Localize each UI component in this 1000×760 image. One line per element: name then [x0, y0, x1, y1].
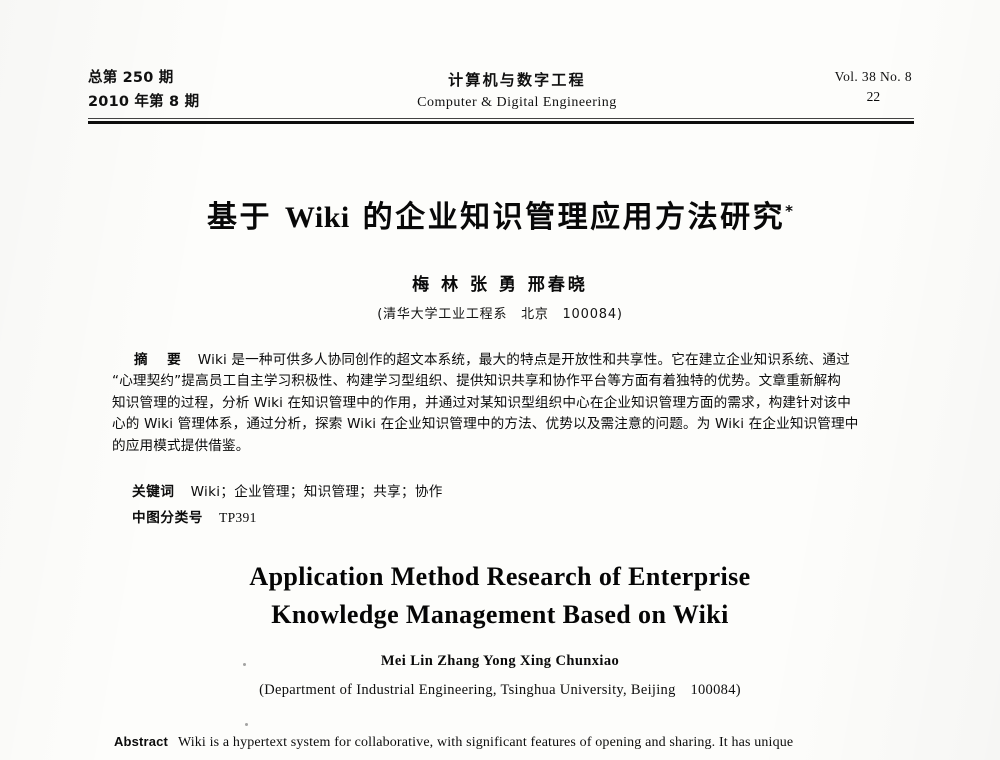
- title-cn-prefix: 基于: [206, 200, 285, 235]
- title-en-line2: Knowledge Management Based on Wiki: [271, 600, 729, 629]
- scan-speck: [245, 723, 248, 726]
- title-cn-latin: Wiki: [284, 201, 350, 234]
- keywords-row: 关键词 Wiki；企业管理；知识管理；共享；协作: [132, 480, 912, 505]
- abstract-cn-line: 的应用模式提供借鉴。: [112, 437, 250, 454]
- abstract-cn: 摘 要 Wiki 是一种可供多人协同创作的超文本系统，最大的特点是开放性和共享性。…: [112, 350, 912, 457]
- abstract-cn-label: 摘 要: [134, 352, 184, 368]
- abstract-cn-text: Wiki 是一种可供多人协同创作的超文本系统，最大的特点是开放性和共享性。它在建…: [197, 352, 850, 368]
- article-title-cn: 基于 Wiki 的企业知识管理应用方法研究*: [0, 192, 1000, 236]
- abstract-cn-line: 心的 Wiki 管理体系，通过分析，探索 Wiki 在企业知识管理中的方法、优势…: [112, 416, 859, 433]
- issue-year-number: 2010 年第 8 期: [88, 94, 200, 110]
- scan-speck: [243, 663, 246, 666]
- title-cn-suffix: 的企业知识管理应用方法研究: [349, 200, 786, 235]
- title-footnote-marker: *: [785, 202, 794, 220]
- volume-issue: Vol. 38 No. 8: [834, 69, 912, 84]
- abstract-en: Abstract Wiki is a hypertext system for c…: [114, 732, 914, 753]
- title-en-line1: Application Method Research of Enterpris…: [249, 562, 751, 591]
- page-masthead: 总第 250 期 2010 年第 8 期 计算机与数字工程 Computer &…: [88, 66, 912, 114]
- affiliation-cn: (清华大学工业工程系 北京 100084): [377, 307, 623, 322]
- header-rule-thick: [88, 121, 914, 124]
- clc-value: TP391: [218, 510, 257, 525]
- affiliation-en: (Department of Industrial Engineering, T…: [259, 682, 741, 698]
- article-title-en: Application Method Research of Enterpris…: [0, 558, 1000, 634]
- keywords-value: Wiki；企业管理；知识管理；共享；协作: [190, 484, 443, 500]
- abstract-en-label: Abstract: [114, 734, 168, 749]
- authors-cn: 梅 林 张 勇 邢春晓: [412, 275, 588, 295]
- abstract-en-text: Wiki is a hypertext system for collabora…: [177, 735, 794, 750]
- journal-title-en: Computer & Digital Engineering: [417, 95, 617, 110]
- header-rule-thin: [88, 118, 914, 119]
- article-metadata: 关键词 Wiki；企业管理；知识管理；共享；协作 中图分类号 TP391: [132, 480, 912, 531]
- abstract-cn-line: 摘 要 Wiki 是一种可供多人协同创作的超文本系统，最大的特点是开放性和共享性。…: [112, 350, 912, 371]
- clc-row: 中图分类号 TP391: [132, 505, 912, 531]
- masthead-right: Vol. 38 No. 8 22: [835, 66, 912, 106]
- journal-title-cn: 计算机与数字工程: [448, 71, 586, 89]
- header-rule: [88, 118, 914, 124]
- clc-label: 中图分类号: [132, 510, 203, 526]
- authors-en: Mei Lin Zhang Yong Xing Chunxiao: [380, 653, 620, 669]
- abstract-cn-line: “心理契约”提高员工自主学习积极性、构建学习型组织、提供知识共享和协作平台等方面…: [112, 373, 842, 390]
- abstract-cn-line: 知识管理的过程，分析 Wiki 在知识管理中的作用，并通过对某知识型组织中心在企…: [112, 394, 852, 411]
- issue-serial-number: 总第 250 期: [88, 70, 174, 86]
- keywords-label: 关键词: [132, 484, 175, 500]
- page-number: 22: [866, 89, 881, 104]
- masthead-left: 总第 250 期 2010 年第 8 期: [88, 66, 199, 114]
- masthead-center: 计算机与数字工程 Computer & Digital Engineering: [199, 68, 834, 113]
